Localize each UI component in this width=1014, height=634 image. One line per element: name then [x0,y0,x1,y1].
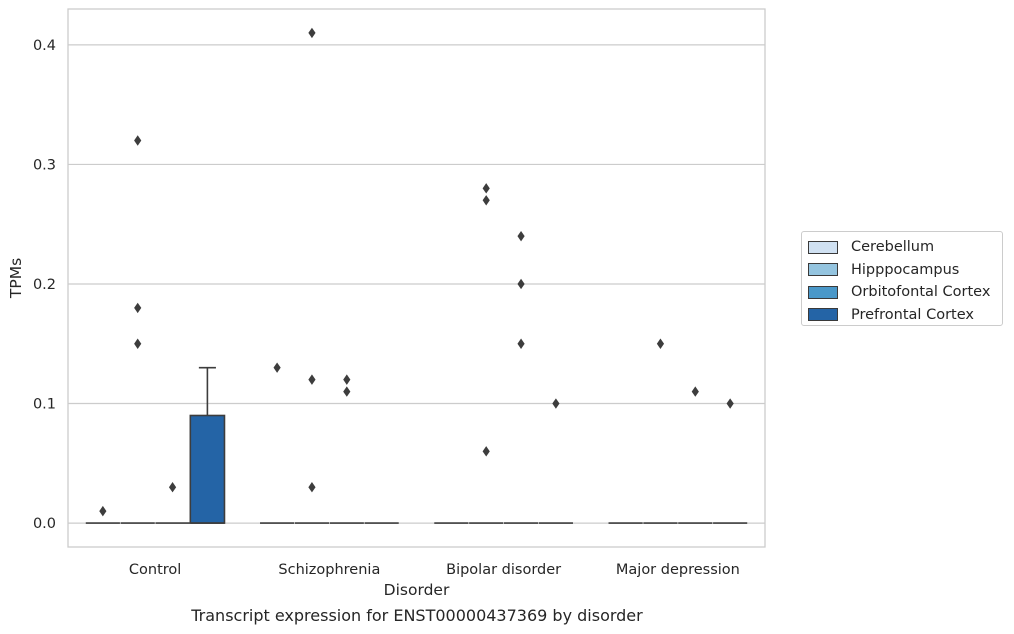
legend-swatch [808,308,838,322]
legend-item: Orbitofontal Cortex [808,281,1002,304]
outlier-point [726,398,734,409]
outlier-point [134,302,142,314]
box-layer [85,366,748,524]
outlier-point [99,505,107,517]
outlier-point [691,386,699,397]
outlier-point [308,374,316,385]
outlier-point [308,27,316,39]
outlier-point [273,362,281,373]
legend-label: Prefrontal Cortex [851,306,974,323]
chart-caption: Transcript expression for ENST0000043736… [191,606,643,625]
legend-label: Cerebellum [851,239,935,256]
legend-label: Hipppocampus [851,261,960,278]
outlier-point [482,195,490,206]
outlier-point [517,338,525,349]
y-tick-label: 0.0 [33,516,56,532]
y-axis-title: TPMs [7,258,25,299]
outlier-point [517,278,525,290]
y-tick-labels: 0.0 0.1 0.2 0.3 0.4 [33,38,56,532]
legend-item: Cerebellum [808,236,1002,259]
outlier-point [168,482,177,493]
outlier-point [343,374,351,385]
x-tick-label: Major depression [616,562,740,578]
outlier-point [482,446,490,457]
legend: Cerebellum Hipppocampus Orbitofontal Corte… [801,231,1003,326]
outlier-point [134,338,142,349]
legend-swatch [808,240,838,254]
x-tick-labels: Control Schizophrenia Bipolar disorder Majo… [129,562,740,578]
legend-item: Prefrontal Cortex [808,304,1002,327]
y-tick-label: 0.2 [33,277,56,293]
box [189,414,226,524]
outlier-layer [99,27,734,517]
legend-swatch [808,285,838,299]
outlier-point [343,386,351,397]
outlier-point [308,482,316,493]
outlier-point [552,398,560,409]
y-tick-label: 0.3 [33,157,56,173]
x-tick-label: Schizophrenia [278,562,380,578]
outlier-point [517,230,525,242]
x-tick-label: Bipolar disorder [446,562,561,578]
outlier-point [656,338,665,349]
legend-item: Hipppocampus [808,259,1002,282]
y-tick-label: 0.1 [33,397,56,413]
plot-frame [67,8,766,548]
x-axis-title: Disorder [384,581,450,599]
outlier-point [482,183,490,194]
legend-swatch [808,263,838,277]
y-tick-label: 0.4 [33,38,56,54]
grid-lines [68,44,765,524]
outlier-point [134,135,142,146]
legend-label: Orbitofontal Cortex [851,284,991,301]
x-tick-label: Control [129,562,181,578]
